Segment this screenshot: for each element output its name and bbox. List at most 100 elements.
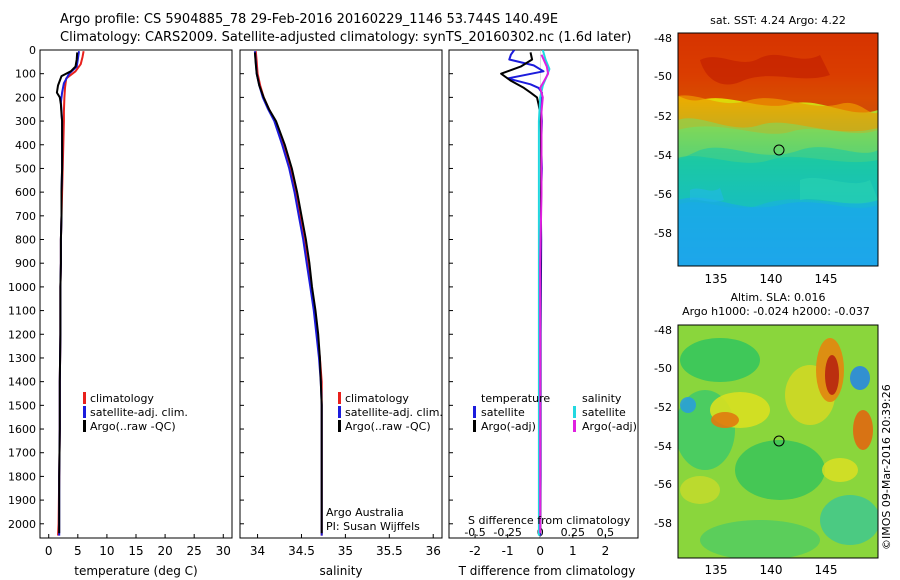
sla-xtick: 135 bbox=[705, 563, 728, 577]
sst-ytick: -50 bbox=[654, 70, 672, 83]
legend-group-salinity: salinity bbox=[582, 392, 622, 405]
legend-swatch-temp-argo bbox=[473, 420, 476, 432]
sst-map-title: sat. SST: 4.24 Argo: 4.22 bbox=[710, 14, 846, 27]
legend-argo: Argo(..raw -QC) bbox=[345, 420, 431, 433]
annotation-pi: PI: Susan Wijffels bbox=[326, 520, 420, 533]
axes-layer: 0100200300400500600700800900100011001200… bbox=[8, 44, 614, 558]
depth-tick-label: 200 bbox=[15, 91, 36, 104]
sst-xtick: 140 bbox=[760, 272, 783, 286]
depth-tick-label: 100 bbox=[15, 68, 36, 81]
legend-satellite: satellite-adj. clim. bbox=[90, 406, 188, 419]
sla-map-image bbox=[678, 325, 878, 558]
secondary-axis-label: S difference from climatology bbox=[468, 514, 631, 527]
sla-xtick: 145 bbox=[815, 563, 838, 577]
salinity-line-argo-raw-qc- bbox=[253, 52, 323, 534]
salinity-line-satellite-adj-clim- bbox=[253, 51, 323, 536]
legend-swatch-temp-satellite bbox=[473, 406, 476, 418]
figure-title: Argo profile: CS 5904885_78 29-Feb-2016 … bbox=[60, 12, 559, 27]
legend-sal-argo: Argo(-adj) bbox=[582, 420, 637, 433]
sla-ytick: -56 bbox=[654, 478, 672, 491]
depth-tick-label: 1900 bbox=[8, 494, 36, 507]
x-tick-label: 0 bbox=[45, 544, 53, 558]
legend-swatch-argo bbox=[83, 420, 86, 432]
x2-tick-label: -0.25 bbox=[493, 526, 521, 539]
x-tick-label: 1 bbox=[569, 544, 577, 558]
x-tick-label: -2 bbox=[469, 544, 481, 558]
sst-ytick: -54 bbox=[654, 149, 672, 162]
sla-ytick: -50 bbox=[654, 362, 672, 375]
temperature-legend: climatology satellite-adj. clim. Argo(..… bbox=[83, 392, 188, 433]
x-tick-label: 10 bbox=[99, 544, 114, 558]
temperature-panel-frame bbox=[39, 49, 233, 539]
imos-credit: ©IMOS 09-Mar-2016 20:39:26 bbox=[880, 384, 893, 550]
legend-swatch-sal-argo bbox=[573, 420, 576, 432]
sst-ytick: -48 bbox=[654, 32, 672, 45]
legend-swatch-satellite bbox=[83, 406, 86, 418]
sla-argo-marker bbox=[773, 435, 785, 447]
legend-swatch-climatology bbox=[338, 392, 341, 404]
depth-tick-label: 1200 bbox=[8, 328, 36, 341]
sst-xtick: 135 bbox=[705, 272, 728, 286]
legend-group-temperature: temperature bbox=[481, 392, 550, 405]
legend-swatch-sal-satellite bbox=[573, 406, 576, 418]
x-tick-label: 34 bbox=[250, 544, 265, 558]
difference-legend: temperature satellite Argo(-adj) salinit… bbox=[468, 392, 637, 527]
difference-series-group bbox=[500, 50, 551, 536]
sla-ytick: -58 bbox=[654, 517, 672, 530]
sst-map-frame bbox=[677, 32, 879, 267]
difference-axis-label: T difference from climatology bbox=[458, 564, 636, 578]
legend-swatch-argo bbox=[338, 420, 341, 432]
legend-temp-argo: Argo(-adj) bbox=[481, 420, 536, 433]
depth-tick-label: 1300 bbox=[8, 352, 36, 365]
x-tick-label: 35 bbox=[338, 544, 353, 558]
x2-tick-label: -0.5 bbox=[464, 526, 485, 539]
sla-xtick: 140 bbox=[760, 563, 783, 577]
difference-line-temperature-argo-adj- bbox=[500, 52, 543, 534]
depth-tick-label: 1000 bbox=[8, 281, 36, 294]
depth-tick-label: 700 bbox=[15, 210, 36, 223]
difference-line-salinity-argo-adj- bbox=[539, 54, 550, 534]
depth-tick-label: 800 bbox=[15, 234, 36, 247]
depth-tick-label: 400 bbox=[15, 139, 36, 152]
x-tick-label: 35.5 bbox=[376, 544, 403, 558]
sst-ytick: -56 bbox=[654, 188, 672, 201]
depth-tick-label: 1600 bbox=[8, 423, 36, 436]
depth-tick-label: 300 bbox=[15, 115, 36, 128]
x-tick-label: -1 bbox=[502, 544, 514, 558]
x-tick-label: 2 bbox=[602, 544, 610, 558]
legend-temp-satellite: satellite bbox=[481, 406, 525, 419]
sla-map-subtitle: Argo h1000: -0.024 h2000: -0.037 bbox=[682, 305, 870, 318]
legend-swatch-satellite bbox=[338, 406, 341, 418]
x-tick-label: 0 bbox=[536, 544, 544, 558]
sla-ytick: -52 bbox=[654, 401, 672, 414]
figure-subtitle: Climatology: CARS2009. Satellite-adjuste… bbox=[60, 30, 632, 45]
legend-swatch-climatology bbox=[83, 392, 86, 404]
sla-ytick: -54 bbox=[654, 440, 672, 453]
difference-line-salinity-satellite bbox=[537, 50, 551, 536]
sla-map-axes: -48 -50 -52 -54 -56 -58 135 140 145 bbox=[654, 324, 837, 577]
legend-climatology: climatology bbox=[345, 392, 409, 405]
temperature-series-group bbox=[55, 51, 85, 536]
depth-tick-label: 1700 bbox=[8, 447, 36, 460]
x-tick-label: 36 bbox=[426, 544, 441, 558]
x2-tick-label: 0.5 bbox=[597, 526, 615, 539]
temperature-axis-label: temperature (deg C) bbox=[74, 564, 197, 578]
sst-map-axes: -48 -50 -52 -54 -56 -58 135 140 145 bbox=[654, 32, 837, 286]
depth-tick-label: 600 bbox=[15, 186, 36, 199]
profile-lines-layer bbox=[55, 50, 551, 536]
sla-map-frame bbox=[677, 324, 879, 559]
legend-sal-satellite: satellite bbox=[582, 406, 626, 419]
x-tick-label: 20 bbox=[157, 544, 172, 558]
depth-tick-label: 1800 bbox=[8, 470, 36, 483]
depth-tick-label: 500 bbox=[15, 162, 36, 175]
depth-tick-label: 1100 bbox=[8, 305, 36, 318]
x-tick-label: 5 bbox=[74, 544, 82, 558]
depth-tick-label: 900 bbox=[15, 257, 36, 270]
sla-map-title: Altim. SLA: 0.016 bbox=[730, 291, 825, 304]
legend-satellite: satellite-adj. clim. bbox=[345, 406, 443, 419]
depth-tick-label: 1500 bbox=[8, 399, 36, 412]
depth-tick-label: 1400 bbox=[8, 376, 36, 389]
salinity-series-group bbox=[253, 51, 323, 536]
salinity-panel-frame bbox=[239, 49, 443, 539]
